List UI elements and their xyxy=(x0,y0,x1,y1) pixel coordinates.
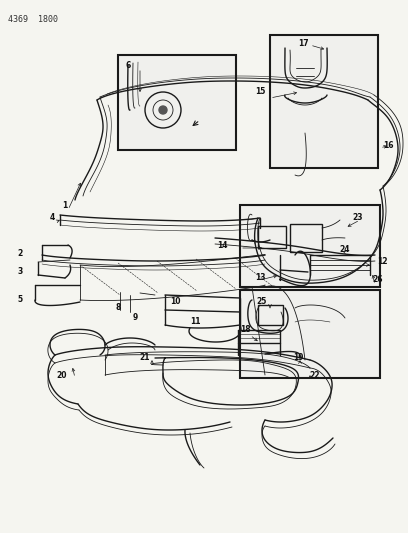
Text: 5: 5 xyxy=(18,295,22,304)
Text: 1: 1 xyxy=(62,200,68,209)
Text: 16: 16 xyxy=(383,141,393,149)
Text: 12: 12 xyxy=(377,257,387,266)
Bar xyxy=(258,226,286,248)
Bar xyxy=(290,224,322,252)
Text: 2: 2 xyxy=(18,248,22,257)
Circle shape xyxy=(159,106,167,114)
Text: 24: 24 xyxy=(340,246,350,254)
Bar xyxy=(270,35,378,168)
Text: 17: 17 xyxy=(298,38,308,47)
Text: 23: 23 xyxy=(353,214,363,222)
Text: 21: 21 xyxy=(140,353,150,362)
Text: 4369  1800: 4369 1800 xyxy=(8,15,58,24)
Text: 6: 6 xyxy=(125,61,131,69)
Text: 20: 20 xyxy=(57,370,67,379)
Bar xyxy=(258,305,283,325)
Text: 25: 25 xyxy=(257,297,267,306)
Text: 19: 19 xyxy=(293,353,303,362)
Text: 13: 13 xyxy=(255,273,265,282)
Bar xyxy=(118,55,236,150)
Text: 22: 22 xyxy=(310,370,320,379)
Text: 26: 26 xyxy=(373,276,383,285)
Bar xyxy=(240,290,380,378)
Text: 9: 9 xyxy=(132,313,137,322)
Text: 10: 10 xyxy=(170,297,180,306)
Text: 15: 15 xyxy=(255,87,265,96)
Text: 14: 14 xyxy=(217,240,227,249)
Text: 11: 11 xyxy=(190,318,200,327)
Text: 18: 18 xyxy=(239,326,251,335)
Text: 4: 4 xyxy=(49,214,55,222)
Text: 3: 3 xyxy=(18,268,22,277)
Bar xyxy=(240,205,380,287)
Text: 8: 8 xyxy=(115,303,121,312)
